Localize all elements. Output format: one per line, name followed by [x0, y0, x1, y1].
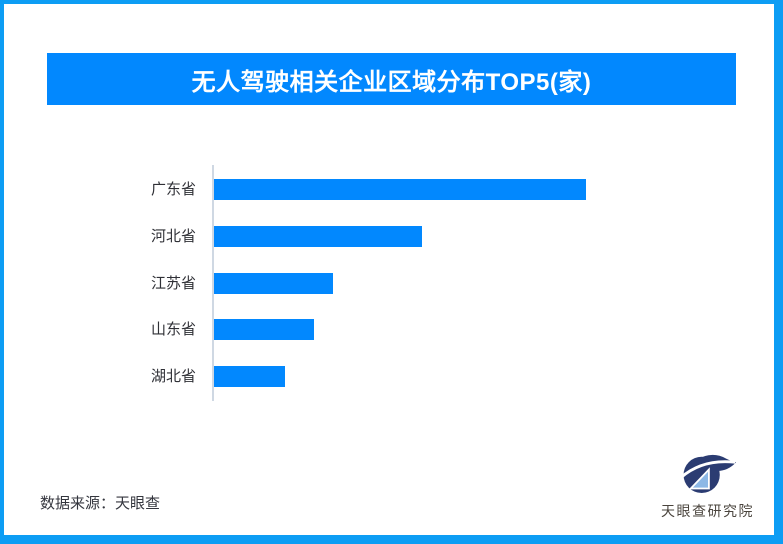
bar [214, 319, 314, 340]
bar [214, 273, 333, 294]
frame-border-left [0, 0, 4, 544]
logo-text: 天眼查研究院 [661, 503, 754, 519]
tianyancha-logo-icon [679, 454, 736, 494]
y-axis-line [212, 165, 214, 401]
bar-row: 山东省 [0, 319, 783, 340]
bar [214, 179, 586, 200]
frame-border-top [0, 0, 783, 4]
bar-row: 湖北省 [0, 366, 783, 387]
bar [214, 226, 422, 247]
frame-border-right [774, 0, 783, 544]
category-label: 河北省 [150, 228, 196, 245]
chart-title: 无人驾驶相关企业区域分布TOP5(家) [191, 68, 592, 96]
bar-row: 江苏省 [0, 273, 783, 294]
category-label: 湖北省 [150, 368, 196, 385]
category-label: 广东省 [150, 181, 196, 198]
bar-row: 河北省 [0, 226, 783, 247]
data-source-label: 数据来源：天眼查 [40, 495, 161, 512]
category-label: 山东省 [150, 321, 196, 338]
bar [214, 366, 285, 387]
bar-row: 广东省 [0, 179, 783, 200]
logo: 天眼查研究院 [650, 453, 765, 521]
category-label: 江苏省 [150, 275, 196, 292]
chart-title-banner: 无人驾驶相关企业区域分布TOP5(家) [47, 53, 736, 105]
frame-border-bottom [0, 535, 783, 544]
